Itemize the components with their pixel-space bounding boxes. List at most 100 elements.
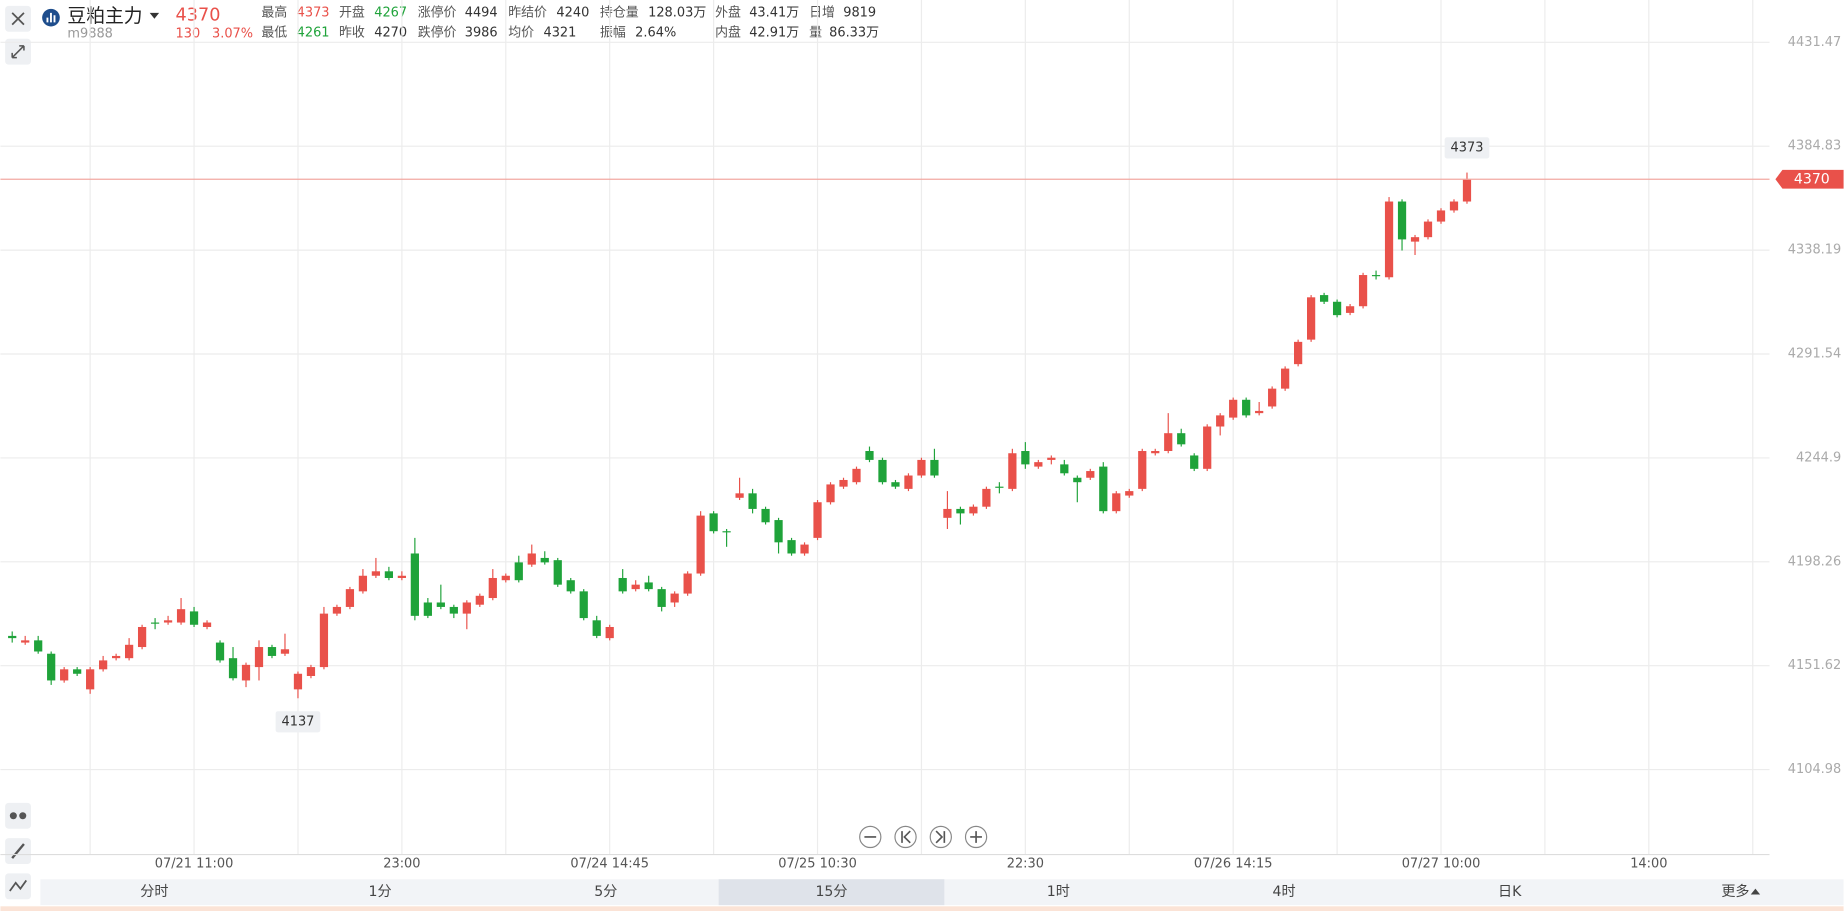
- candle-body: [1177, 433, 1186, 445]
- candle-body: [696, 515, 705, 574]
- last-price-label: 4370: [1794, 171, 1830, 187]
- candle-body: [514, 562, 523, 581]
- stat-value: 42.91万: [749, 25, 799, 40]
- nav-icon: [935, 830, 946, 844]
- candle-body: [215, 642, 225, 661]
- candle-body: [930, 459, 939, 476]
- candle-body: [137, 626, 147, 648]
- candle-body: [47, 653, 56, 681]
- symbol-dropdown[interactable]: [149, 12, 160, 19]
- nav-icon: [970, 831, 982, 843]
- candle-body: [436, 602, 445, 607]
- symbol-icon-bars: [46, 12, 56, 23]
- tab[interactable]: 日K: [1498, 884, 1522, 900]
- y-tick-label: 4151.62: [1788, 658, 1841, 673]
- y-tick-label: 4338.19: [1788, 243, 1841, 258]
- high-tag: [1444, 137, 1490, 159]
- y-tick-label: 4291.54: [1788, 347, 1841, 362]
- expand-icon: [11, 45, 25, 59]
- tab[interactable]: 1时: [1047, 884, 1070, 900]
- candle-body: [1307, 297, 1316, 340]
- nav-button[interactable]: [929, 825, 952, 849]
- candle-body: [982, 488, 991, 507]
- candle-body: [371, 571, 381, 576]
- candle-body: [631, 584, 640, 590]
- x-tick-label: 07/27 10:00: [1402, 856, 1481, 871]
- candle-body: [1151, 451, 1160, 454]
- indicator-icon: [9, 812, 17, 820]
- stat-value: 2.64%: [635, 25, 676, 40]
- candle-body: [358, 575, 368, 592]
- candle-body: [761, 508, 770, 523]
- candle-body: [748, 493, 757, 509]
- change: 130: [176, 27, 201, 42]
- candle-body: [605, 626, 614, 639]
- stat-label: 昨结价: [508, 5, 547, 20]
- stat-value: 4261: [297, 25, 330, 40]
- candle-body: [1294, 341, 1303, 365]
- candle-body: [891, 482, 900, 487]
- x-tick-label: 14:00: [1630, 856, 1667, 871]
- candle-body: [1384, 201, 1394, 278]
- candle-body: [1099, 466, 1108, 512]
- candle-body: [267, 647, 277, 656]
- candle-body: [163, 620, 173, 623]
- candle-body: [34, 640, 43, 652]
- candle-body: [475, 595, 484, 605]
- indicator-icon: [19, 812, 27, 820]
- y-tick-label: 4384.83: [1788, 139, 1841, 154]
- stat-value: 9819: [843, 5, 876, 20]
- candle-body: [1255, 410, 1264, 414]
- candle-body: [202, 622, 212, 627]
- candle-body: [1449, 201, 1459, 211]
- stat-label: 内盘: [715, 24, 741, 40]
- candle-body: [800, 544, 809, 554]
- candle-body: [280, 649, 290, 654]
- candle-body: [618, 577, 627, 592]
- candle-body: [189, 611, 199, 625]
- stat-label: 最低: [261, 25, 287, 40]
- candle-body: [826, 484, 835, 503]
- candle-body: [86, 669, 95, 690]
- stat-value: 128.03万: [648, 5, 706, 20]
- stat-value: 4240: [556, 5, 589, 20]
- candle-body: [1423, 221, 1433, 238]
- tab[interactable]: 4时: [1273, 884, 1296, 900]
- x-tick-label: 07/26 14:15: [1194, 856, 1273, 871]
- candle-body: [579, 591, 588, 619]
- candle-body: [1021, 451, 1030, 465]
- stat-value: 4270: [374, 25, 407, 40]
- candle-body: [1060, 464, 1069, 474]
- candle-body: [1319, 295, 1329, 302]
- candle-body: [112, 655, 121, 659]
- x-tick-label: 07/24 14:45: [570, 856, 649, 871]
- candle-body: [1397, 201, 1407, 240]
- tab[interactable]: 分时: [140, 884, 168, 900]
- candle-body: [995, 486, 1004, 488]
- candle-body: [969, 506, 978, 514]
- candle-body: [722, 531, 731, 533]
- candle-body: [1125, 491, 1134, 496]
- candle-body: [540, 557, 549, 563]
- candle-body: [332, 606, 342, 614]
- candle-body: [566, 580, 575, 592]
- candle-body: [1345, 306, 1355, 313]
- line-tool-icon: [9, 879, 27, 892]
- tab[interactable]: 15分: [815, 884, 847, 900]
- candle-body: [917, 459, 926, 476]
- candle-body: [462, 602, 471, 614]
- tab[interactable]: 更多: [1721, 883, 1749, 900]
- stat-label: 外盘: [715, 4, 741, 20]
- nav-button[interactable]: [894, 825, 917, 849]
- stat-value: 4267: [374, 5, 407, 20]
- candle-body: [670, 593, 679, 603]
- candle-body: [774, 520, 783, 543]
- candle-body: [1203, 426, 1212, 469]
- candle-body: [1462, 179, 1472, 202]
- tab[interactable]: 1分: [369, 884, 392, 900]
- tab[interactable]: 5分: [594, 884, 617, 900]
- indicator-button[interactable]: [5, 802, 31, 829]
- symbol-name[interactable]: 豆粕主力: [67, 5, 142, 27]
- y-tick-label: 4244.9: [1796, 450, 1841, 465]
- candle-body: [943, 508, 952, 518]
